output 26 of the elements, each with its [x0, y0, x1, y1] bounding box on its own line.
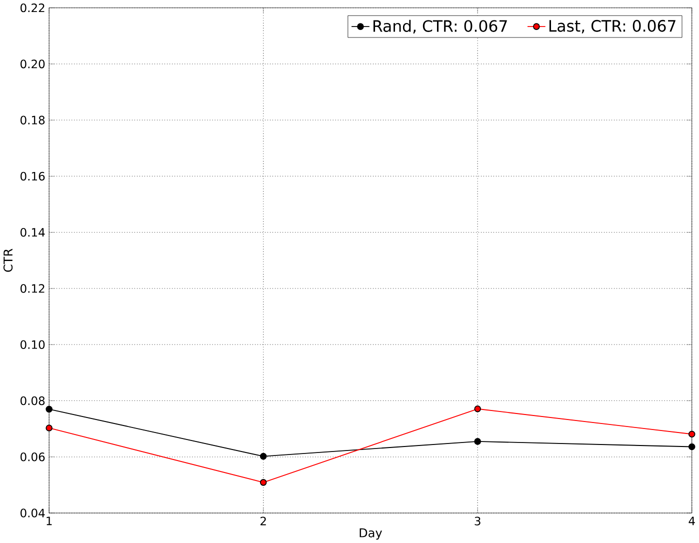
point [46, 406, 52, 412]
y-tick-label: 0.22 [20, 3, 44, 12]
x-tick-label: 1 [46, 516, 52, 526]
legend-label: Rand, CTR: 0.067 [373, 20, 507, 34]
y-tick-label: 0.14 [20, 228, 45, 237]
point [688, 430, 696, 438]
point [474, 405, 482, 412]
point [260, 452, 267, 460]
point [688, 443, 696, 450]
y-tick-label: 0.06 [20, 452, 45, 462]
y-tick-label: 0.04 [20, 508, 45, 518]
y-tick-label: 0.12 [20, 284, 44, 293]
point [474, 438, 482, 445]
x-tick-label: 3 [474, 516, 480, 526]
y-tick-label: 0.08 [20, 396, 45, 406]
point [46, 424, 52, 432]
x-tick-label: 2 [260, 516, 266, 526]
y-tick-label: 0.18 [20, 116, 45, 124]
y-tick-label: 0.10 [20, 340, 45, 349]
y-axis-title: CTR [3, 248, 13, 272]
y-tick-label: 0.16 [20, 172, 45, 180]
x-axis-title: Day [360, 528, 382, 540]
point [260, 478, 267, 486]
legend-label: Last, CTR: 0.067 [549, 20, 676, 34]
y-tick-label: 0.20 [20, 60, 45, 68]
x-tick-label: 4 [688, 516, 695, 526]
